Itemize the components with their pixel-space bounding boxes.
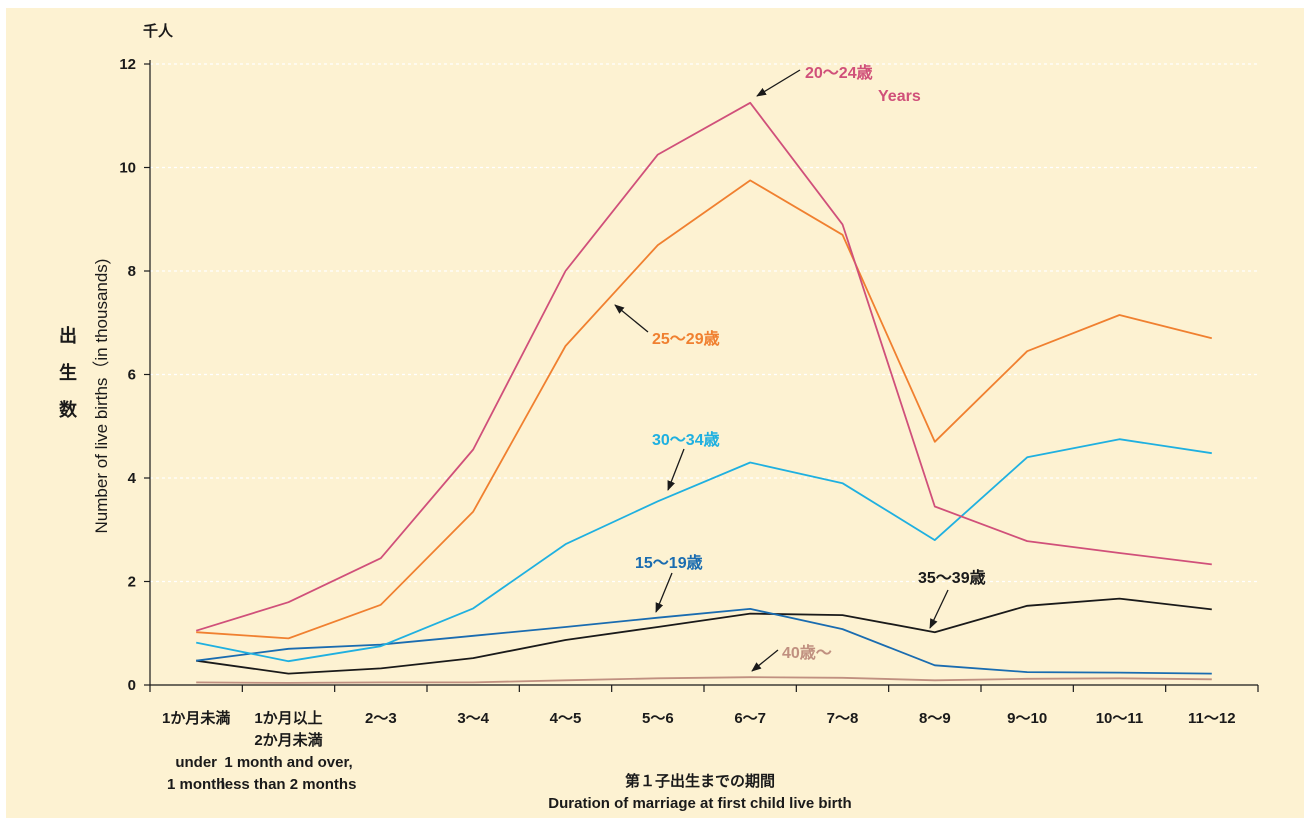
series-label-arrow [655, 572, 673, 613]
x-tick-label: 7〜8 [827, 710, 859, 727]
series-label-arrow [667, 448, 685, 491]
y-tick-label: 12 [119, 56, 136, 73]
x-tick-label: 1か月以上 [254, 710, 322, 727]
y-axis-title-jp: 出 [59, 325, 77, 346]
series-label: 30〜34歳 [652, 430, 720, 449]
x-tick-label: 1 month [167, 776, 225, 793]
x-tick-label: less than 2 months [221, 776, 357, 793]
series-label-arrow [929, 589, 949, 629]
series-label: 40歳〜 [782, 643, 832, 662]
series-label-sub: Years [878, 88, 921, 105]
series-line-4 [196, 597, 1212, 675]
series-line-1 [196, 179, 1213, 640]
series-line-3 [196, 608, 1212, 675]
x-tick-label: under [175, 754, 217, 771]
x-tick-label: 11〜12 [1188, 710, 1236, 727]
x-tick-label: 9〜10 [1007, 710, 1047, 727]
x-axis-title-jp: 第１子出生までの期間 [625, 772, 775, 790]
x-tick-label: 2か月未満 [254, 731, 322, 749]
series-label-arrow [614, 304, 649, 333]
series-label-arrow [751, 649, 779, 672]
series-label: 25〜29歳 [652, 329, 720, 348]
series-label: 15〜19歳 [635, 553, 703, 572]
x-tick-label: 4〜5 [550, 710, 582, 727]
x-tick-label: 5〜6 [642, 710, 674, 727]
series-line-2 [196, 438, 1212, 663]
y-axis-title-jp: 数 [59, 399, 78, 420]
x-axis-title-en: Duration of marriage at first child live… [548, 795, 851, 812]
y-tick-label: 4 [128, 470, 137, 487]
y-axis-title-en: Number of live births（in thousands) [92, 259, 111, 534]
x-tick-label: 6〜7 [734, 710, 766, 727]
unit-label: 千人 [143, 23, 174, 40]
x-tick-label: 10〜11 [1096, 710, 1144, 727]
y-tick-label: 10 [119, 160, 136, 177]
y-tick-label: 8 [128, 263, 136, 280]
y-tick-label: 2 [128, 574, 136, 591]
series-label: 20〜24歳 [805, 63, 873, 82]
series-line-5 [196, 676, 1212, 684]
x-tick-label: 3〜4 [457, 710, 489, 727]
y-axis-title-jp: 生 [59, 362, 77, 383]
series-label: 35〜39歳 [918, 568, 986, 587]
x-tick-label: 2〜3 [365, 710, 397, 727]
series-label-arrow [756, 69, 801, 97]
x-tick-label: 1 month and over, [224, 754, 352, 771]
y-tick-label: 6 [128, 367, 136, 384]
x-tick-label: 1か月未満 [162, 709, 230, 727]
y-tick-label: 0 [128, 677, 136, 694]
x-tick-label: 8〜9 [919, 710, 951, 727]
series-line-0 [195, 101, 1212, 632]
